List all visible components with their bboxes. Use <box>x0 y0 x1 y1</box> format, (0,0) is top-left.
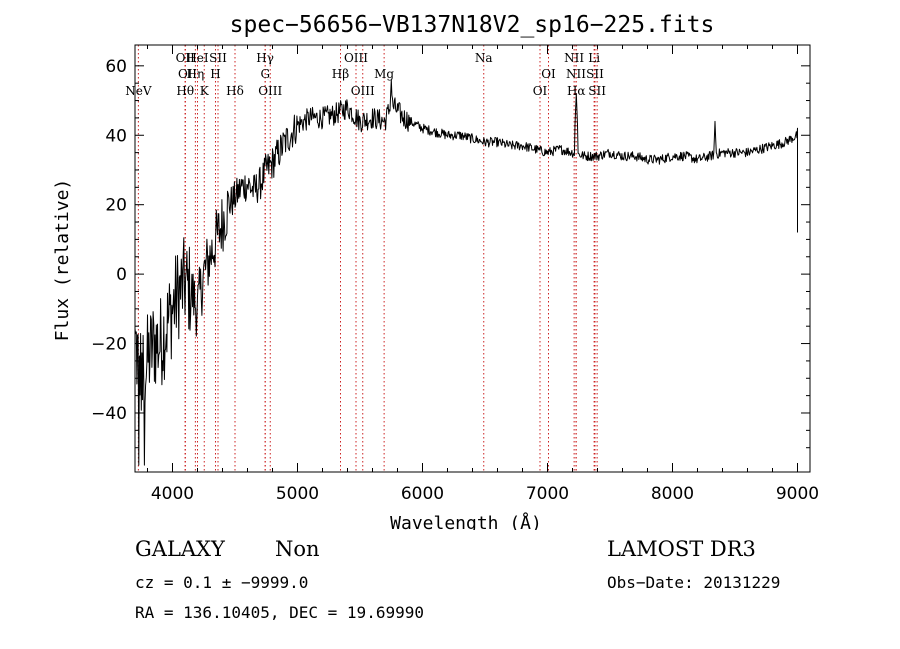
line-label: Hβ <box>332 67 349 81</box>
line-label: OIII <box>351 84 375 98</box>
line-label: OI <box>178 67 193 81</box>
line-label: HeI <box>186 51 209 65</box>
line-label: OIII <box>258 84 282 98</box>
y-axis-label: Flux (relative) <box>52 179 73 342</box>
emission-line-labels: NeV HθOIIOIHηHeIKHSIIHδHγGOIIIHβOIIIOIIIM… <box>125 51 606 98</box>
flux-series <box>134 79 798 466</box>
line-label: Hη <box>187 67 205 81</box>
object-class: GALAXY <box>135 537 225 561</box>
x-tick-label: 8000 <box>651 484 694 504</box>
x-tick-label: 4000 <box>151 484 194 504</box>
x-tick-label: 7000 <box>526 484 569 504</box>
y-tick-label: −40 <box>91 404 127 424</box>
redshift-line: cz = 0.1 ± −9999.0 <box>135 573 309 592</box>
chart-title: spec−56656−VB137N18V2_sp16−225.fits <box>230 12 715 38</box>
x-tick-label: 9000 <box>776 484 819 504</box>
line-label: Hα <box>567 84 586 98</box>
coordinates-line: RA = 136.10405, DEC = 19.69990 <box>135 603 424 622</box>
y-tick-label: 20 <box>105 196 127 216</box>
line-label: SII <box>209 51 227 65</box>
line-label: Hθ <box>176 84 194 98</box>
line-label: Hγ <box>256 51 274 65</box>
line-label: Hδ <box>226 84 244 98</box>
line-label: NII <box>566 67 586 81</box>
line-label: SII <box>586 67 604 81</box>
line-label: K <box>200 84 210 98</box>
line-label: Mg <box>374 67 394 81</box>
observation-date: Obs−Date: 20131229 <box>607 573 781 592</box>
axes: 4000 5000 6000 7000 8000 9000 −40 −20 0 20 40 60 <box>91 45 819 504</box>
line-label: H <box>210 67 220 81</box>
y-tick-label: 40 <box>105 126 127 146</box>
line-label: SII <box>588 84 606 98</box>
line-label: OII <box>176 51 196 65</box>
y-tick-label: 0 <box>116 265 127 285</box>
x-axis-label: Wavelength (Å) <box>390 512 542 530</box>
y-tick-label: 60 <box>105 57 127 77</box>
line-label: Li <box>588 51 600 65</box>
line-label: G <box>260 67 270 81</box>
x-tick-label: 5000 <box>276 484 319 504</box>
line-label: Na <box>475 51 493 65</box>
survey-name: LAMOST DR3 <box>607 537 756 561</box>
line-label: OIII <box>344 51 368 65</box>
line-label: OI <box>533 84 548 98</box>
object-subclass: Non <box>275 537 320 561</box>
emission-line-markers <box>137 45 598 472</box>
spectrum-chart: spec−56656−VB137N18V2_sp16−225.fits NeV H… <box>52 12 819 530</box>
x-tick-label: 6000 <box>401 484 444 504</box>
line-label: NII <box>564 51 584 65</box>
line-label: OI <box>541 67 556 81</box>
flux-line <box>134 79 798 466</box>
y-tick-label: −20 <box>91 335 127 355</box>
plot-frame <box>134 44 811 473</box>
line-label: NeV <box>125 84 152 98</box>
